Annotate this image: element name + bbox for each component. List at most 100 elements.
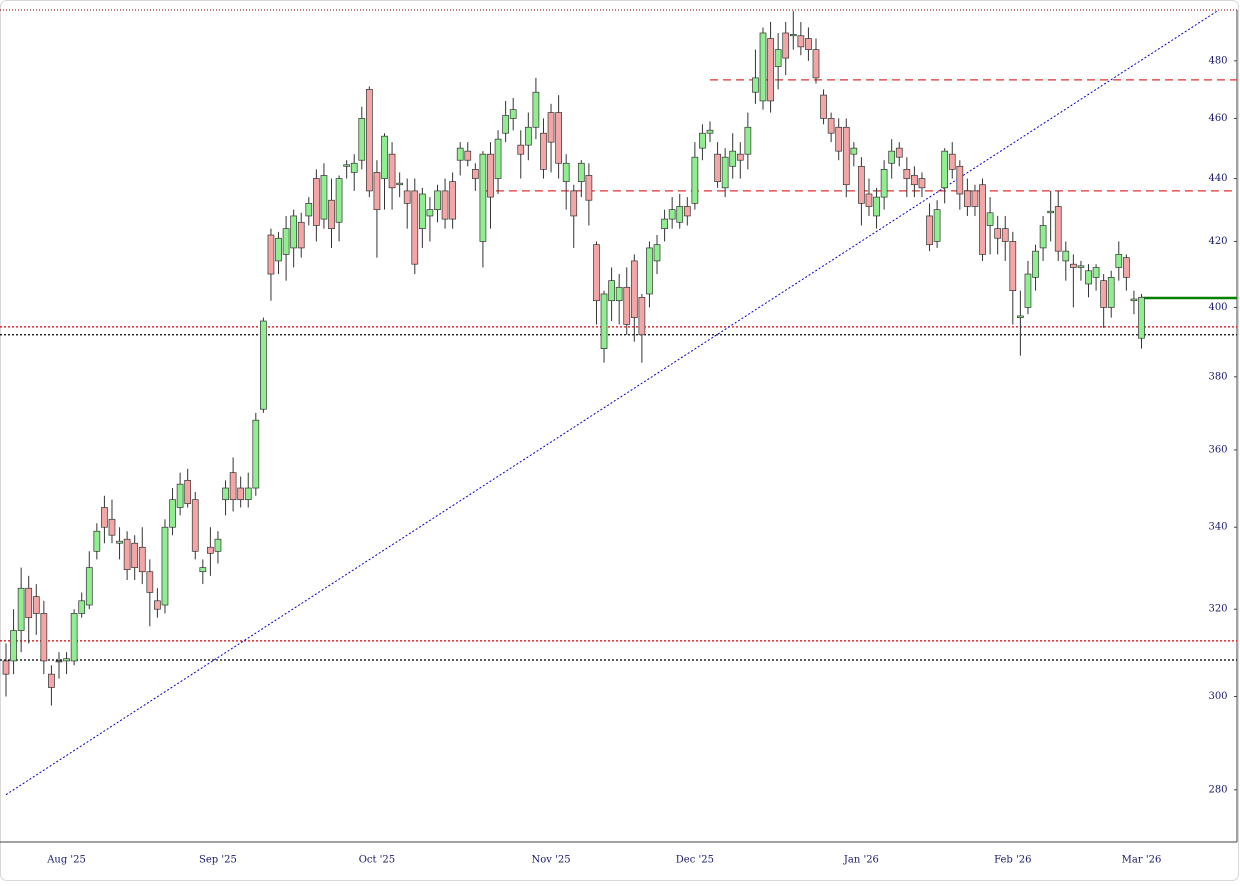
candle-body [676, 206, 684, 223]
candle-body [449, 181, 456, 220]
candle-body [759, 32, 767, 102]
candle-body [683, 206, 691, 217]
x-tick-label: Dec '25 [676, 855, 714, 866]
candle-body [116, 540, 123, 544]
candle-body [419, 193, 426, 229]
candle-body [313, 178, 320, 226]
candle-body [971, 190, 979, 207]
candle-body [721, 156, 729, 189]
candle-body [820, 94, 827, 119]
candle-body [941, 150, 949, 189]
candle-body [767, 38, 774, 102]
candle-body [729, 150, 737, 167]
candle-body [252, 419, 260, 489]
candle-body [502, 115, 509, 134]
candle-body [1017, 315, 1024, 318]
candle-body [146, 571, 154, 593]
candle-body [782, 32, 790, 59]
x-tick-label: Oct '25 [359, 855, 395, 866]
candle-body [630, 260, 638, 318]
candle-body [191, 499, 199, 552]
candle-body [524, 126, 532, 146]
candle-body [555, 112, 562, 164]
y-tick-label: 320 [1208, 604, 1227, 615]
candle-body [328, 199, 335, 229]
candle-body [736, 153, 744, 161]
candle-body [585, 175, 593, 201]
candle-body [1130, 298, 1138, 302]
candle-body [979, 184, 986, 255]
candle-body [1024, 273, 1032, 308]
candle-body [1070, 263, 1077, 268]
candle-body [562, 162, 570, 182]
candle-body [812, 49, 820, 79]
x-tick-label: Aug '25 [46, 855, 86, 866]
candle-body [911, 175, 918, 186]
candle-body [17, 587, 25, 631]
candle-body [123, 538, 131, 571]
candle-body [154, 600, 161, 610]
y-tick-label: 380 [1208, 371, 1227, 382]
candle-body [1138, 296, 1145, 339]
candle-body [267, 234, 275, 275]
candle-body [517, 144, 525, 155]
candle-body [858, 165, 865, 204]
candle-body [487, 153, 494, 198]
candle-body [1077, 265, 1085, 268]
y-tick-label: 340 [1208, 522, 1227, 533]
candle-body [805, 38, 812, 50]
candle-body [986, 212, 994, 226]
x-tick-label: Feb '26 [994, 855, 1031, 866]
candle-body [169, 499, 176, 528]
candle-body [456, 147, 464, 161]
candle-body [63, 658, 70, 662]
candle-body [411, 190, 419, 265]
candle-body [305, 203, 313, 217]
candle-body [1032, 250, 1039, 278]
trendline [5, 10, 1218, 796]
y-tick-label: 280 [1208, 784, 1227, 795]
candle-body [699, 132, 706, 149]
candle-body [381, 135, 388, 179]
candle-body [434, 190, 441, 210]
candle-body [593, 244, 600, 302]
candle-body [918, 178, 926, 189]
candle-body [827, 118, 835, 134]
x-tick-label: Nov '25 [532, 855, 571, 866]
candle-body [623, 286, 631, 325]
candle-body [290, 215, 298, 249]
candle-body [752, 77, 759, 93]
candle-body [350, 162, 358, 173]
candle-body [10, 630, 17, 662]
candle-body [25, 587, 33, 619]
candle-body [320, 175, 328, 220]
candle-body [691, 156, 699, 204]
candle-body [850, 147, 858, 155]
candle-body [903, 169, 911, 179]
candle-body [70, 613, 78, 662]
x-tick-label: Sep '25 [199, 855, 237, 866]
candle-body [85, 567, 93, 606]
y-tick-label: 480 [1208, 55, 1227, 66]
y-tick-label: 300 [1208, 691, 1227, 702]
candle-body [540, 132, 547, 170]
y-tick-label: 400 [1208, 302, 1227, 313]
candle-body [199, 567, 207, 573]
candle-body [494, 138, 502, 179]
y-tick-label: 440 [1208, 173, 1227, 184]
candle-body [335, 178, 343, 223]
candle-body [275, 237, 282, 262]
candle-body [706, 129, 714, 134]
candle-body [933, 209, 941, 242]
candle-body [1115, 254, 1123, 268]
candle-body [865, 193, 873, 207]
candle-body [509, 109, 517, 119]
candle-body [2, 660, 10, 675]
candle-body [464, 150, 472, 161]
candle-body [774, 49, 782, 67]
candle-body [222, 487, 229, 501]
candle-body [260, 320, 267, 410]
y-tick-label: 360 [1208, 444, 1227, 455]
